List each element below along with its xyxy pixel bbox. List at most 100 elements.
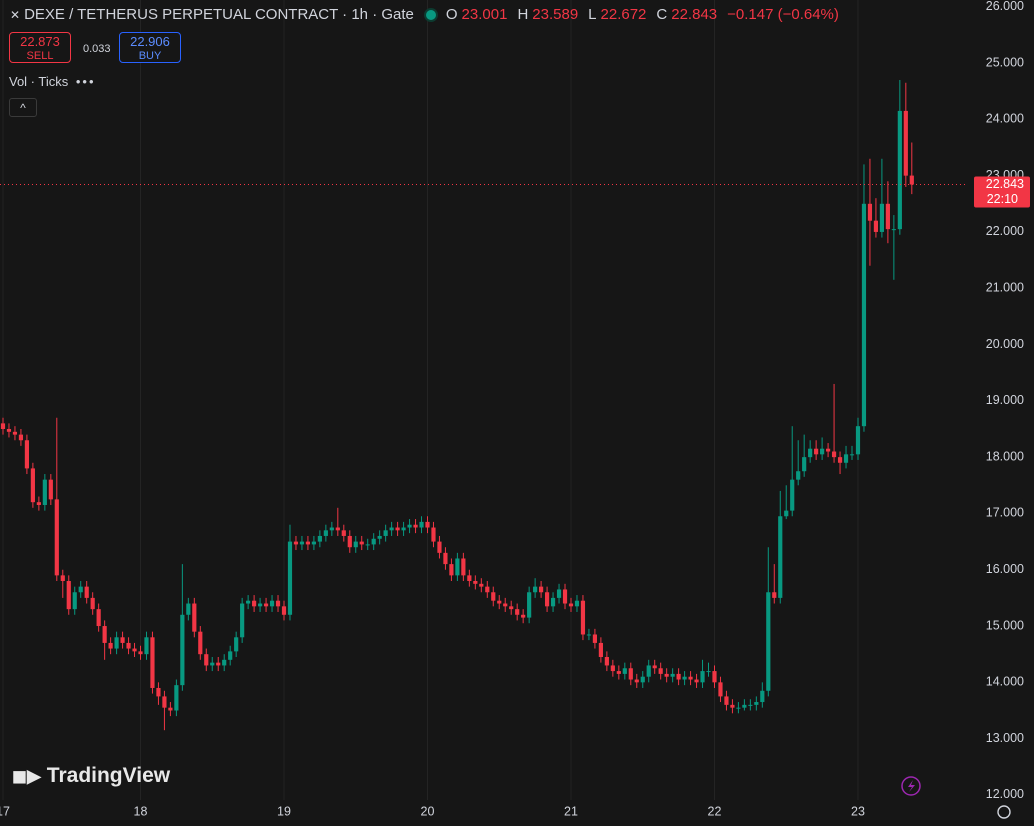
x-tick-label: 20: [421, 804, 435, 818]
buy-button[interactable]: 22.906 BUY: [119, 32, 181, 63]
candle-body: [216, 662, 221, 666]
candle-body: [718, 682, 723, 697]
sell-button[interactable]: 22.873 SELL: [9, 32, 71, 63]
candles: [0, 79, 968, 731]
candle-body: [539, 586, 544, 593]
status-dot: [425, 9, 436, 20]
candle-body: [389, 527, 394, 531]
candle-body: [371, 538, 376, 545]
candle-body: [401, 527, 406, 531]
y-tick-label: 25.000: [986, 55, 1024, 69]
indicator-legend[interactable]: Vol · Ticks •••: [9, 74, 96, 89]
candle-body: [228, 651, 233, 660]
candle-body: [909, 175, 914, 185]
candle-body: [521, 614, 526, 618]
y-tick-label: 26.000: [986, 0, 1024, 13]
candle-body: [395, 527, 400, 531]
candle-body: [676, 673, 681, 680]
sell-label: SELL: [26, 50, 54, 62]
candle-body: [724, 696, 729, 705]
candle-body: [855, 426, 861, 455]
candle-body: [317, 535, 322, 542]
candle-body: [556, 589, 562, 598]
candle-body: [335, 527, 340, 531]
candle-body: [879, 203, 884, 232]
x-tick-label: 17: [0, 804, 10, 818]
candle-body: [628, 668, 633, 680]
y-tick-label: 24.000: [986, 112, 1024, 126]
candle-body: [831, 451, 837, 458]
candle-body: [114, 637, 119, 649]
candle-body: [353, 541, 358, 548]
candle-body: [873, 220, 879, 232]
settings-icon[interactable]: [997, 805, 1011, 819]
alert-icon-bolt: [908, 780, 915, 792]
candle-body: [30, 468, 35, 503]
candle-body: [240, 603, 245, 638]
candle-body: [515, 609, 520, 615]
candle-body: [604, 657, 609, 666]
candle-body: [72, 592, 77, 610]
candle-body: [449, 564, 454, 576]
candle-body: [377, 535, 382, 539]
candle-body: [437, 541, 442, 553]
symbol-title[interactable]: DEXE / TETHERUS PERPETUAL CONTRACT · 1h …: [24, 6, 414, 23]
l-label: L: [588, 6, 597, 23]
alert-icon[interactable]: [901, 776, 921, 796]
candle-body: [269, 600, 275, 607]
x-tick-label: 23: [851, 804, 865, 818]
logo-mark: ✕: [10, 7, 21, 22]
y-tick-label: 21.000: [986, 281, 1024, 295]
candle-body: [120, 637, 125, 643]
more-dots[interactable]: •••: [75, 74, 96, 89]
candle-body: [467, 575, 472, 581]
candle-body: [586, 634, 592, 636]
candle-body: [347, 535, 352, 548]
y-tick-label: 12.000: [986, 787, 1024, 801]
candle-body: [479, 583, 484, 587]
candle-body: [694, 679, 699, 683]
candle-body: [293, 541, 299, 545]
sell-price: 22.873: [20, 34, 60, 49]
candle-body: [491, 592, 496, 601]
candle-body: [383, 530, 388, 536]
candle-body: [275, 600, 281, 607]
candle-body: [527, 592, 532, 618]
low-value: 22.672: [600, 6, 647, 23]
candle-body: [562, 589, 568, 604]
candle-body: [897, 110, 902, 230]
candle-body: [592, 634, 598, 643]
candle-body: [210, 662, 215, 666]
candle-body: [580, 600, 586, 635]
logo: ◼▶ TradingView: [12, 764, 170, 788]
candle-body: [808, 448, 813, 458]
candle-body: [66, 580, 71, 610]
candle-body: [544, 592, 550, 607]
candle-body: [814, 448, 819, 455]
candle-body: [825, 448, 831, 452]
candle-body: [150, 637, 155, 688]
candle-body: [162, 696, 167, 708]
close-value: 22.843: [671, 6, 718, 23]
candle-body: [598, 642, 603, 658]
y-tick-label: 18.000: [986, 449, 1024, 463]
candle-body: [257, 603, 263, 607]
candle-body: [485, 586, 490, 593]
candle-body: [222, 659, 227, 666]
collapse-button[interactable]: ^: [9, 98, 37, 117]
candle-body: [299, 541, 305, 545]
candle-body: [568, 603, 574, 607]
y-tick-label: 20.000: [986, 337, 1024, 351]
candle-body: [736, 707, 741, 709]
candle-body: [407, 524, 412, 528]
change: −0.147 (−0.64%): [727, 6, 839, 23]
candle-body: [425, 521, 430, 528]
buy-price: 22.906: [130, 34, 170, 49]
candle-body: [60, 575, 65, 581]
indicator-name: Vol · Ticks: [9, 74, 69, 89]
candle-body: [12, 431, 18, 435]
candle-body: [550, 597, 556, 607]
candle-body: [867, 203, 873, 221]
candle-body: [281, 606, 287, 615]
